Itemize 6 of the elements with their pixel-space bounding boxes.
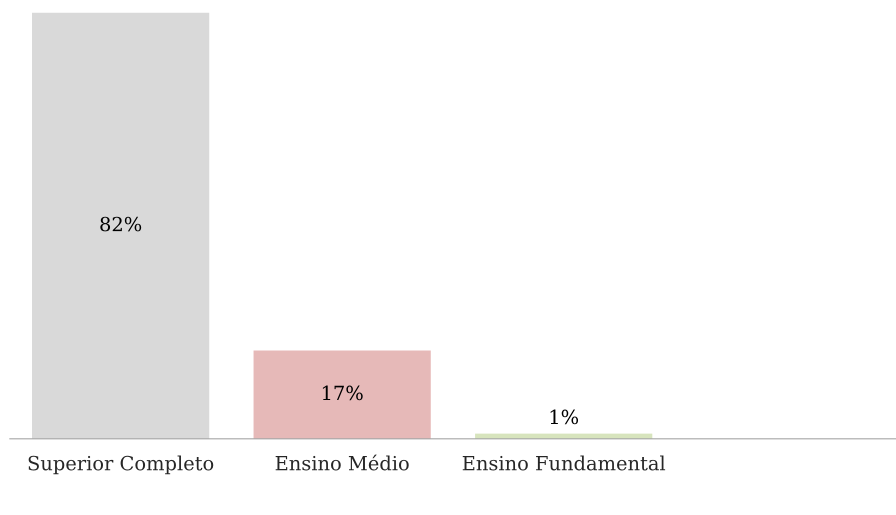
- data-label: 17%: [322, 386, 363, 400]
- data-label: 1%: [550, 410, 578, 424]
- x-tick-label: Superior Completo: [28, 455, 214, 474]
- data-label: 82%: [100, 216, 142, 232]
- x-tick-label: Ensino Fundamental: [462, 455, 666, 470]
- x-tick-label: Ensino Médio: [276, 454, 409, 470]
